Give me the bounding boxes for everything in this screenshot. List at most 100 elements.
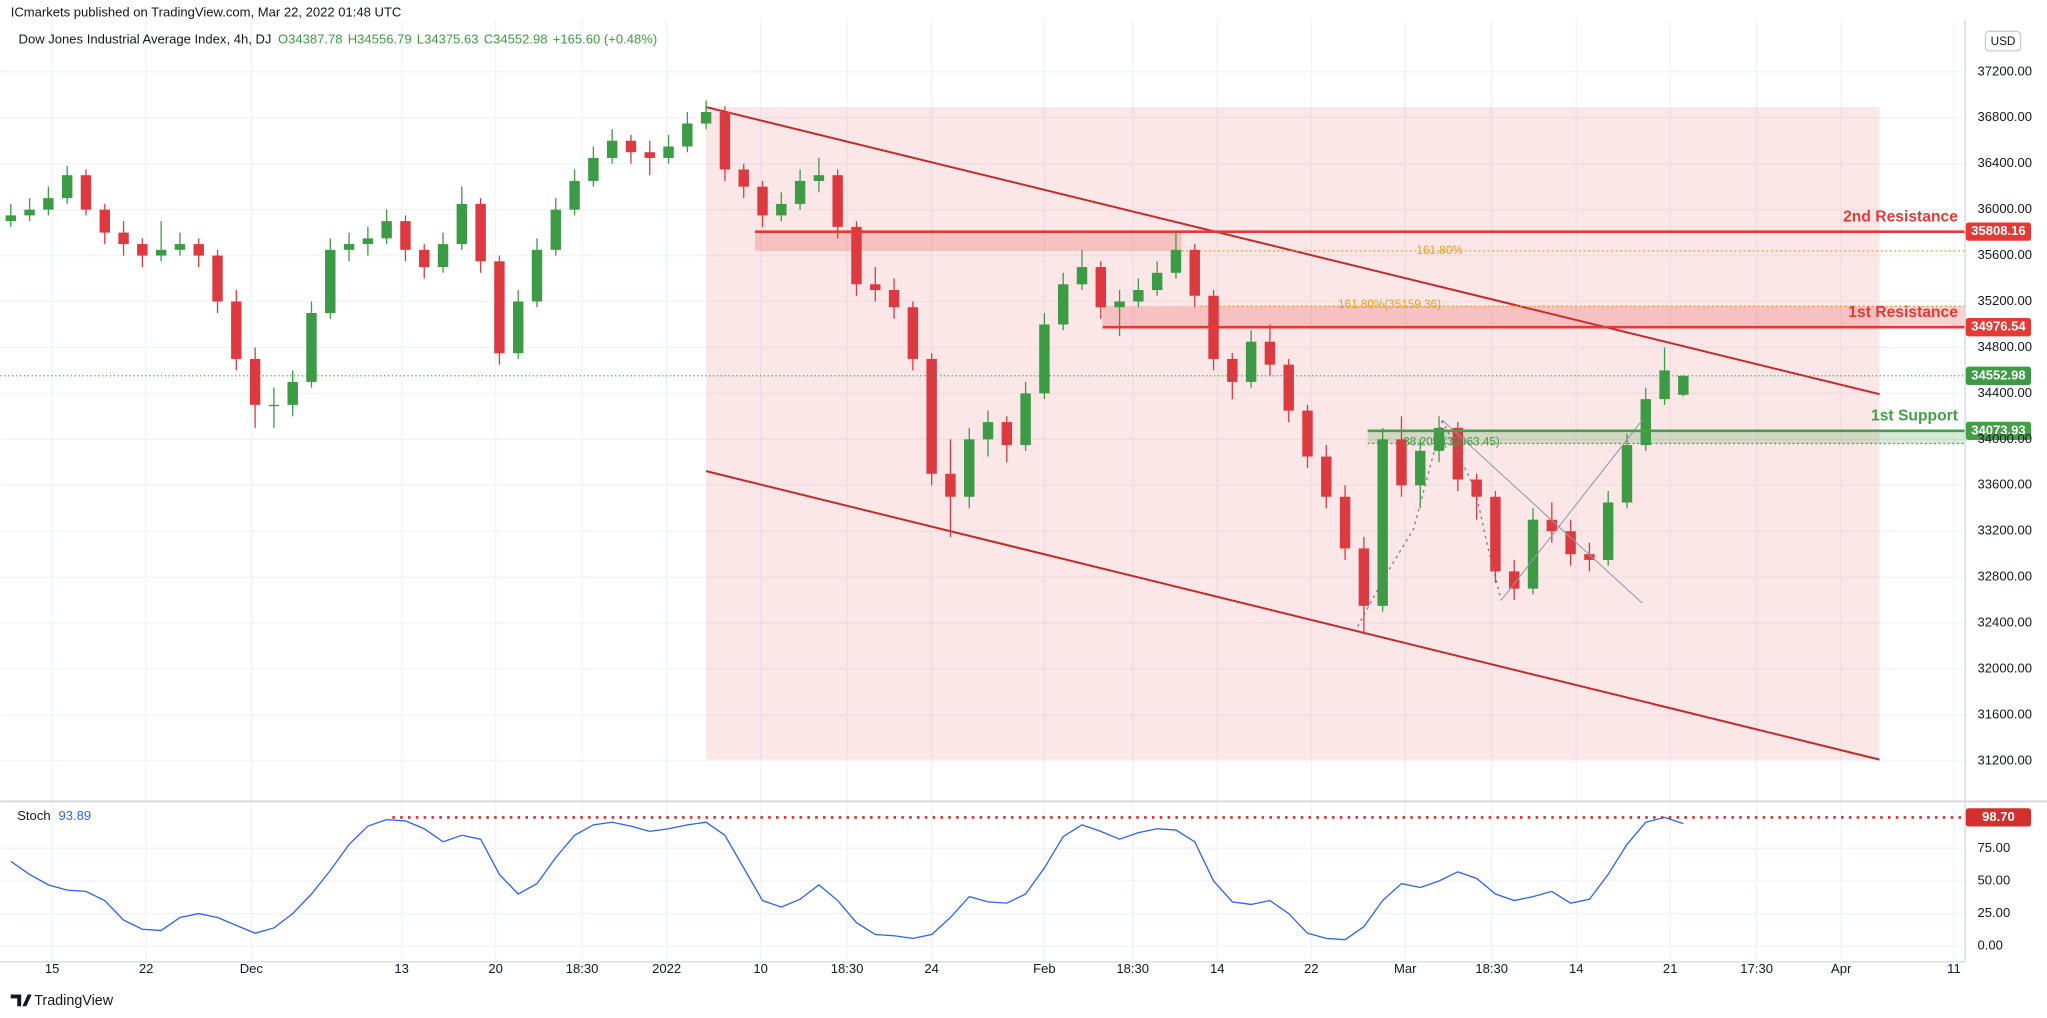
- fib-label: 38.20%(33963.45): [1403, 435, 1500, 448]
- x-tick-label: 21: [1663, 961, 1678, 976]
- candle-body: [1565, 531, 1576, 555]
- candle-body: [1057, 284, 1069, 325]
- candle-body: [1358, 548, 1370, 606]
- candle-body: [1302, 410, 1313, 457]
- price-tag: [1965, 366, 2032, 385]
- channel-fill: [706, 107, 1880, 760]
- x-tick-label: 2022: [652, 961, 681, 976]
- candle-body: [1283, 364, 1294, 411]
- level-band: [1367, 430, 1965, 444]
- candle-body: [1640, 399, 1651, 446]
- ohlc-value: H34556.79: [348, 32, 412, 47]
- y-tick-label: 33600.00: [1978, 477, 2032, 492]
- ohlc-value: C34552.98: [484, 32, 548, 47]
- candle-body: [1039, 324, 1050, 394]
- publisher-line: ICmarkets published on TradingView.com, …: [11, 5, 402, 20]
- x-tick-label: 10: [753, 961, 768, 976]
- candle-body: [1471, 479, 1482, 497]
- price-tag-label: 34976.54: [1971, 319, 2026, 334]
- x-tick-label: 22: [139, 961, 154, 976]
- candle-body: [719, 112, 731, 170]
- candle-body: [832, 175, 843, 227]
- candle-body: [1001, 422, 1013, 446]
- y-tick-label: 25.00: [1978, 905, 2011, 920]
- x-tick-label: Feb: [1033, 961, 1055, 976]
- x-tick-label: Apr: [1831, 961, 1852, 976]
- candle-body: [1095, 267, 1107, 308]
- candle-body: [1433, 427, 1445, 451]
- candle-body: [757, 186, 768, 216]
- candle-body: [306, 312, 317, 382]
- candle-body: [813, 175, 825, 181]
- candle-body: [1321, 456, 1332, 497]
- candle-body: [700, 112, 712, 124]
- candle-body: [682, 123, 693, 147]
- fib-trend-line: [1442, 419, 1643, 604]
- candle-body: [1170, 249, 1182, 273]
- candle-body: [794, 180, 806, 204]
- candle-body: [1659, 370, 1670, 400]
- candle-body: [851, 226, 862, 285]
- candle-body: [1452, 427, 1464, 480]
- candle-body: [1584, 554, 1595, 560]
- ohlc-value: O34387.78: [278, 32, 343, 47]
- y-tick-label: 34400.00: [1978, 385, 2032, 400]
- x-tick-label: 22: [1304, 961, 1319, 976]
- candle-body: [1415, 450, 1426, 486]
- candle-body: [1020, 393, 1031, 446]
- indicator-value: 93.89: [58, 808, 91, 823]
- price-tag-label: 34552.98: [1971, 367, 2025, 382]
- y-tick-label: 36000.00: [1978, 201, 2032, 216]
- tradingview-logo: TradingView: [10, 993, 114, 1009]
- candle-body: [1678, 375, 1689, 395]
- y-tick-label: 31200.00: [1978, 752, 2032, 767]
- candle-body: [1227, 358, 1238, 382]
- fib-drawings: [1357, 419, 1643, 627]
- y-tick-label: 32000.00: [1978, 660, 2032, 675]
- x-tick-label: 18:30: [831, 961, 864, 976]
- candle-body: [231, 301, 242, 359]
- indicator-legend: Stoch 93.89: [17, 808, 91, 823]
- candle-body: [174, 244, 186, 250]
- x-tick-label: Dec: [240, 961, 264, 976]
- candle-body: [1133, 290, 1144, 302]
- candle-body: [1245, 341, 1257, 382]
- x-tick-label: 18:30: [1116, 961, 1149, 976]
- y-tick-label: 32400.00: [1978, 615, 2032, 630]
- candle-body: [1339, 496, 1351, 549]
- candle-body: [43, 198, 54, 210]
- price-tag: [1965, 808, 2032, 827]
- brand: TradingView: [34, 993, 114, 1009]
- x-tick-label: 18:30: [1475, 961, 1508, 976]
- candle-body: [1396, 439, 1407, 486]
- candle-body: [61, 175, 73, 199]
- x-tick-label: 14: [1210, 961, 1225, 976]
- candle-body: [550, 209, 562, 250]
- candle-body: [1602, 502, 1614, 560]
- candle-body: [212, 255, 223, 302]
- x-tick-label: 17:30: [1740, 961, 1773, 976]
- x-tick-label: 13: [394, 961, 409, 976]
- candle-body: [80, 175, 92, 210]
- candle-body: [343, 244, 355, 250]
- candle-body: [1490, 496, 1501, 572]
- y-tick-label: 36400.00: [1978, 155, 2032, 170]
- x-tick-label: Mar: [1394, 961, 1417, 976]
- candle-body: [268, 404, 280, 407]
- candle-body: [964, 439, 975, 497]
- candle-body: [625, 140, 637, 153]
- candle-body: [494, 261, 505, 354]
- currency-box[interactable]: [1984, 30, 2022, 52]
- x-tick-label: 18:30: [566, 961, 599, 976]
- currency: USD: [1991, 35, 2016, 48]
- symbol: Dow Jones Industrial Average Index, 4h, …: [19, 32, 272, 47]
- level-name: 1st Support: [1871, 408, 1959, 425]
- price-tag: [1965, 421, 2032, 440]
- x-tick-label: 11: [1947, 961, 1961, 976]
- candle-body: [1527, 519, 1539, 589]
- ohlc-value: +165.60 (+0.48%): [553, 32, 657, 47]
- candle-body: [287, 381, 298, 405]
- candle-body: [776, 203, 787, 216]
- candle-body: [1546, 519, 1558, 532]
